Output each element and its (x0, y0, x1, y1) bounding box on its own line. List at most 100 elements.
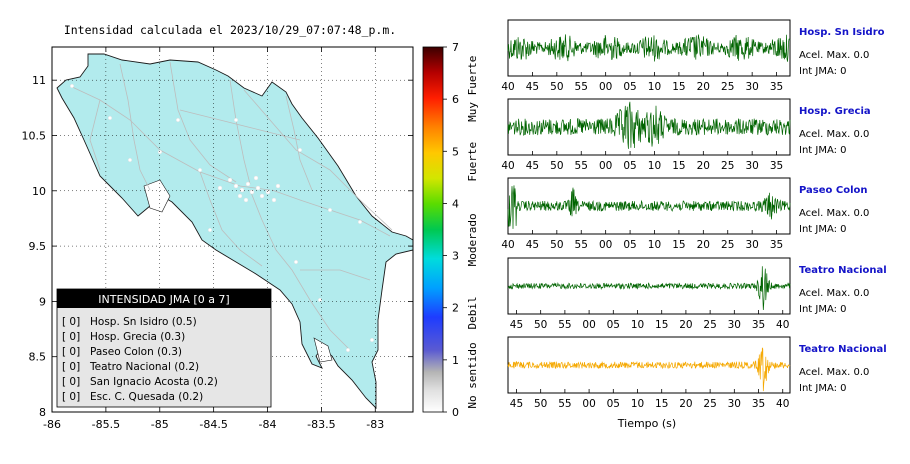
colorbar-tick-label: 7 (452, 41, 459, 54)
map-y-tick-label: 10 (32, 185, 46, 198)
waveform-tick-label: 10 (631, 398, 644, 410)
waveform-tick-label: 50 (534, 398, 547, 410)
max-acceleration: Acel. Max. 0.0 (799, 288, 869, 299)
legend-title: INTENSIDAD JMA [0 a 7] (98, 293, 229, 306)
map-title: Intensidad calculada el 2023/10/29_07:07… (64, 23, 396, 37)
colorbar-category-label: Fuerte (466, 142, 479, 182)
waveform-tick-label: 45 (526, 160, 539, 172)
waveform-tick-label: 15 (672, 239, 685, 251)
station-name: Paseo Colon (799, 185, 868, 196)
waveform-tick-label: 25 (721, 81, 734, 93)
station-name: Teatro Nacional (799, 265, 887, 276)
legend-item-name: Hosp. Grecia (0.3) (90, 331, 185, 343)
legend-item-name: Paseo Colon (0.3) (90, 346, 182, 358)
waveform-tick-label: 15 (655, 319, 668, 331)
waveform-tick-label: 15 (672, 160, 685, 172)
waveform-tick-label: 20 (697, 239, 710, 251)
waveform-tick-label: 20 (679, 398, 692, 410)
colorbar-tick-label: 0 (452, 406, 459, 419)
waveform-tick-label: 45 (526, 81, 539, 93)
waveform-tick-label: 00 (582, 319, 595, 331)
waveform-tick-label: 55 (575, 239, 588, 251)
waveform-panel: 40 45 50 55 00 05 10 15 20 25 30 35 Hosp. Grecia Acel… (501, 98, 871, 172)
waveform-tick-label: 55 (575, 160, 588, 172)
waveform-tick-label: 35 (770, 160, 783, 172)
waveform-tick-label: 50 (550, 239, 563, 251)
waveform-tick-label: 05 (607, 398, 620, 410)
waveform-tick-label: 00 (599, 160, 612, 172)
waveform-trace (507, 101, 791, 149)
jma-intensity: Int JMA: 0 (799, 304, 847, 315)
map-y-tick-label: 11 (32, 74, 46, 87)
waveform-tick-label: 45 (510, 398, 523, 410)
station-name: Teatro Nacional (799, 344, 887, 355)
waveform-tick-label: 10 (648, 81, 661, 93)
waveform-panel: 45 50 55 00 05 10 15 20 25 30 35 40 Teatro Nacional A… (507, 336, 887, 410)
map-x-tick-label: -84 (259, 418, 277, 431)
legend-item-name: San Ignacio Acosta (0.2) (90, 376, 218, 388)
max-acceleration: Acel. Max. 0.0 (799, 129, 869, 140)
waveform-tick-label: 50 (550, 160, 563, 172)
max-acceleration: Acel. Max. 0.0 (799, 50, 869, 61)
waveform-trace (507, 266, 791, 311)
map-y-tick-label: 10.5 (22, 129, 47, 142)
max-acceleration: Acel. Max. 0.0 (799, 208, 869, 219)
intensity-legend: INTENSIDAD JMA [0 a 7] [ 0] Hosp. Sn Isid… (56, 288, 272, 408)
legend-item-level: [ 0] (62, 316, 80, 328)
waveform-tick-label: 05 (623, 160, 636, 172)
waveform-tick-label: 00 (599, 81, 612, 93)
map-x-tick-label: -85.5 (92, 418, 120, 431)
waveform-tick-label: 25 (721, 239, 734, 251)
waveform-tick-label: 30 (728, 398, 741, 410)
waveform-tick-label: 15 (672, 81, 685, 93)
waveform-trace (507, 347, 791, 392)
legend-item-level: [ 0] (62, 346, 80, 358)
waveform-tick-label: 50 (534, 319, 547, 331)
waveform-tick-label: 35 (770, 239, 783, 251)
colorbar-tick-label: 6 (452, 93, 459, 106)
legend-item-level: [ 0] (62, 331, 80, 343)
waveform-tick-label: 20 (697, 160, 710, 172)
waveform-tick-label: 20 (679, 319, 692, 331)
waveform-tick-label: 25 (721, 160, 734, 172)
legend-item-name: Teatro Nacional (0.2) (89, 361, 199, 373)
max-acceleration: Acel. Max. 0.0 (799, 367, 869, 378)
legend-title-bar (57, 289, 271, 308)
jma-intensity: Int JMA: 0 (799, 383, 847, 394)
waveform-tick-label: 00 (599, 239, 612, 251)
waveform-tick-label: 55 (558, 398, 571, 410)
waveform-panels: 40 45 50 55 00 05 10 15 20 25 30 35 Hosp. Sn Isidro A… (501, 19, 887, 410)
colorbar-gradient (422, 46, 444, 413)
waveform-tick-label: 55 (575, 81, 588, 93)
waveform-panel: 40 45 50 55 00 05 10 15 20 25 30 35 Hosp. Sn Isidro A… (501, 19, 885, 93)
colorbar-category-label: Muy Fuerte (466, 56, 479, 122)
waveform-tick-label: 45 (526, 239, 539, 251)
waveform-tick-label: 40 (776, 398, 789, 410)
waveform-tick-label: 25 (703, 398, 716, 410)
waveform-tick-label: 40 (501, 81, 514, 93)
map-y-tick-label: 8 (39, 406, 46, 419)
waveform-tick-label: 25 (703, 319, 716, 331)
waveform-tick-label: 30 (745, 239, 758, 251)
waveform-tick-label: 10 (648, 160, 661, 172)
waveform-tick-label: 05 (607, 319, 620, 331)
colorbar-tick-label: 3 (452, 250, 459, 263)
waveform-tick-label: 05 (623, 81, 636, 93)
map-y-tick-label: 8.5 (29, 351, 47, 364)
map-y-tick-label: 9.5 (29, 240, 47, 253)
time-axis-label: Tiempo (s) (617, 417, 676, 430)
legend-item-level: [ 0] (62, 376, 80, 388)
legend-item-level: [ 0] (62, 391, 80, 403)
legend-item-name: Esc. C. Quesada (0.2) (90, 391, 203, 403)
colorbar: 7 6 5 4 3 2 1 0 Muy Fuerte Fuerte Moderado Debil No… (422, 41, 479, 419)
waveform-tick-label: 30 (728, 319, 741, 331)
waveform-tick-label: 40 (501, 239, 514, 251)
map-x-tick-label: -83.5 (307, 418, 335, 431)
waveform-trace (507, 34, 791, 62)
station-name: Hosp. Sn Isidro (799, 27, 885, 38)
waveform-tick-label: 20 (697, 81, 710, 93)
waveform-panel: 40 45 50 55 00 05 10 15 20 25 30 35 Paseo Colon Acel.… (501, 177, 869, 251)
waveform-tick-label: 10 (631, 319, 644, 331)
map-x-tick-label: -86 (43, 418, 61, 431)
